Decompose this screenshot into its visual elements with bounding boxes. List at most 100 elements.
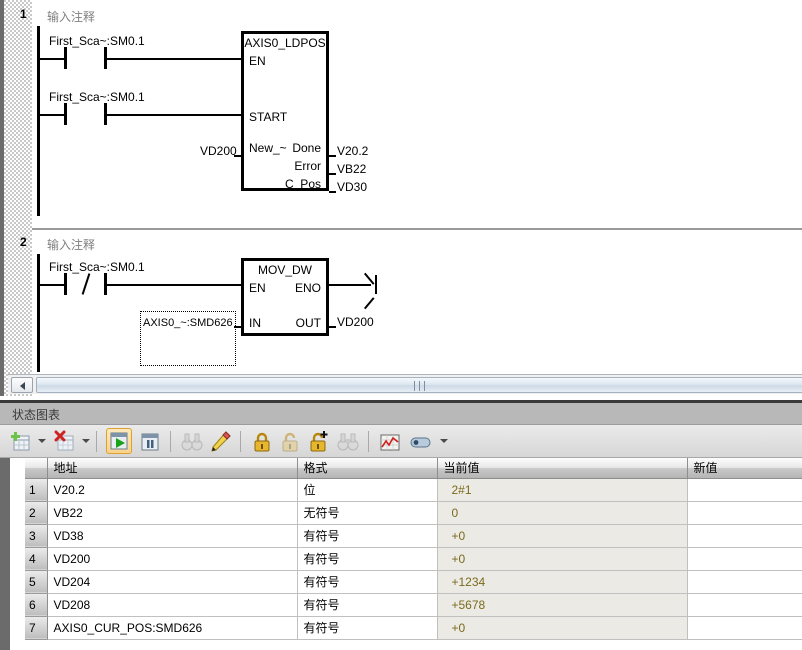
input-operand-in[interactable]: AXIS0_~:SMD626 [143,317,233,329]
table-row[interactable]: 3 VD38 有符号 +0 [25,524,802,548]
cell-new-value[interactable] [687,547,802,571]
unforce-all-button[interactable] [306,430,332,454]
contact-nc[interactable] [64,273,107,295]
cell-new-value[interactable] [687,524,802,548]
status-chart-toolbar[interactable] [0,425,802,458]
pin-en: EN [249,54,266,68]
lock-closed-icon [254,432,270,452]
cell-new-value[interactable] [687,593,802,617]
row-number[interactable]: 5 [25,570,48,594]
rung-comment[interactable]: 输入注释 [47,238,96,252]
pin-error: Error [294,159,321,173]
output-operand-done[interactable]: V20.2 [337,144,369,158]
read-all-forced-button[interactable] [336,430,360,454]
ladder-editor-pane[interactable]: 1 输入注释 First_Sca~:SM0.1 First_Sca~:SM0.1… [0,0,802,396]
contact-label: First_Sca~:SM0.1 [49,90,145,104]
operand-placeholder-box[interactable] [140,311,236,366]
column-header-new-value[interactable]: 新值 [687,458,802,479]
ladder-horizontal-scrollbar[interactable] [8,374,802,394]
delete-chart-button[interactable] [54,430,78,454]
pause-icon [141,433,159,451]
contact-no[interactable] [64,47,107,69]
cell-current-value: +0 [437,524,688,548]
single-read-button[interactable] [180,430,204,454]
scroll-left-button[interactable] [11,377,33,393]
row-number[interactable]: 3 [25,524,48,548]
table-row[interactable]: 2 VB22 无符号 0 [25,501,802,525]
table-header-row: 地址 格式 当前值 新值 [25,458,802,479]
new-chart-dropdown[interactable] [38,439,46,443]
cell-address[interactable]: VD200 [47,547,298,571]
cell-new-value[interactable] [687,478,802,502]
cell-format[interactable]: 有符号 [297,570,438,594]
start-monitor-button[interactable] [106,428,132,454]
wire [37,114,64,116]
cell-format[interactable]: 有符号 [297,593,438,617]
cell-format[interactable]: 有符号 [297,616,438,640]
power-rail [37,26,40,216]
cell-address[interactable]: VD204 [47,570,298,594]
cell-new-value[interactable] [687,501,802,525]
cell-current-value: +0 [437,547,688,571]
status-chart-grid[interactable]: 地址 格式 当前值 新值 1 V20.2 位 2#1 2 VB22 无符号 [0,458,802,650]
pencil-icon [211,431,231,452]
ladder-left-gutter [4,0,32,396]
cell-new-value[interactable] [687,616,802,640]
table-row[interactable]: 1 V20.2 位 2#1 [25,478,802,502]
table-row[interactable]: 7 AXIS0_CUR_POS:SMD626 有符号 +0 [25,616,802,640]
delete-chart-dropdown[interactable] [82,439,90,443]
toggle-address-dropdown[interactable] [440,439,448,443]
status-table[interactable]: 地址 格式 当前值 新值 1 V20.2 位 2#1 2 VB22 无符号 [25,458,802,640]
cell-address[interactable]: VD208 [47,593,298,617]
output-operand-cpos[interactable]: VD30 [337,180,368,194]
row-number[interactable]: 6 [25,593,48,617]
column-header-current-value[interactable]: 当前值 [437,458,688,479]
pin-nub [234,155,241,157]
power-rail [37,254,40,372]
contact-no[interactable] [64,103,107,125]
column-header-format[interactable]: 格式 [297,458,438,479]
cell-format[interactable]: 有符号 [297,547,438,571]
pin-out: OUT [295,316,321,330]
wire [107,58,241,60]
rung-comment[interactable]: 输入注释 [47,10,96,24]
function-block-axis0-ldpos[interactable]: AXIS0_LDPOS EN START New_~ Done Error C_… [241,31,329,191]
pin-nub [329,326,336,328]
output-operand-error[interactable]: VB22 [337,162,367,176]
cell-new-value[interactable] [687,570,802,594]
column-header-address[interactable]: 地址 [47,458,298,479]
cell-address[interactable]: V20.2 [47,478,298,502]
scrollbar-thumb[interactable] [36,377,802,393]
new-chart-button[interactable] [10,430,34,454]
cell-address[interactable]: VB22 [47,501,298,525]
cell-format[interactable]: 位 [297,478,438,502]
table-row[interactable]: 5 VD204 有符号 +1234 [25,570,802,594]
status-chart-title-bar: 状态图表 [0,403,802,425]
row-number[interactable]: 7 [25,616,48,640]
cell-format[interactable]: 无符号 [297,501,438,525]
row-number[interactable]: 2 [25,501,48,525]
force-button[interactable] [250,430,274,454]
pin-eno: ENO [294,281,321,295]
function-block-mov-dw[interactable]: MOV_DW EN ENO IN OUT [241,258,329,336]
cell-address[interactable]: VD38 [47,524,298,548]
cell-format[interactable]: 有符号 [297,524,438,548]
toggle-address-button[interactable] [408,430,434,454]
rung-number: 1 [20,7,27,21]
pause-monitor-button[interactable] [138,430,162,454]
pin-in: IN [249,316,261,330]
unforce-button[interactable] [278,430,302,454]
output-operand-out[interactable]: VD200 [337,315,374,329]
input-operand[interactable]: VD200 [200,144,237,158]
write-all-button[interactable] [208,430,232,454]
row-number[interactable]: 4 [25,547,48,571]
power-flow-arrow-icon [364,272,378,310]
trend-view-button[interactable] [378,430,402,454]
play-icon [110,432,128,450]
contact-label: First_Sca~:SM0.1 [49,260,145,274]
function-block-title: AXIS0_LDPOS [244,36,326,50]
table-row[interactable]: 4 VD200 有符号 +0 [25,547,802,571]
cell-address[interactable]: AXIS0_CUR_POS:SMD626 [47,616,298,640]
table-row[interactable]: 6 VD208 有符号 +5678 [25,593,802,617]
row-number[interactable]: 1 [25,478,48,502]
